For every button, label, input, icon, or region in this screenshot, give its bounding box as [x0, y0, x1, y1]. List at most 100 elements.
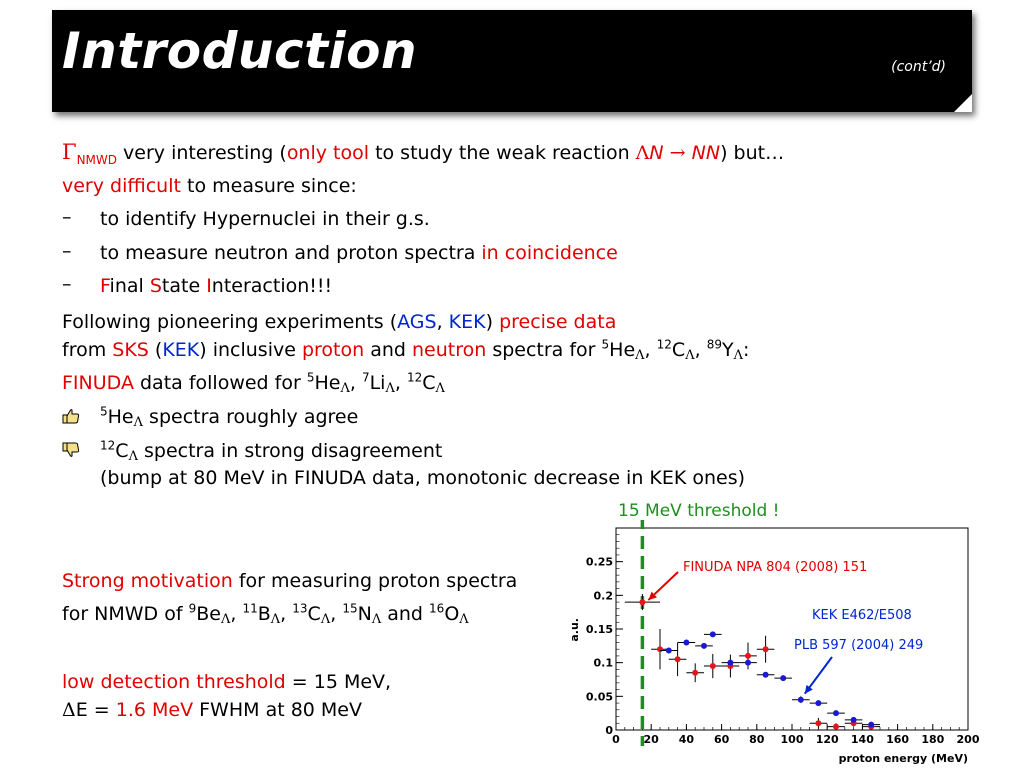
- text: from: [62, 339, 113, 361]
- arrow-symbol: →: [663, 142, 692, 164]
- finuda-data-point: [762, 646, 769, 653]
- thumbs-down-icon: [62, 442, 80, 457]
- page-subtitle: (cont’d): [891, 59, 946, 75]
- lambda-subscript: Λ: [733, 348, 743, 363]
- disagree-detail: (bump at 80 MeV in FINUDA data, monotoni…: [100, 467, 746, 489]
- text: ,: [394, 372, 407, 394]
- bullet-dash: –: [62, 240, 72, 262]
- threshold-note: 15 MeV threshold !: [618, 501, 780, 521]
- y-tick-label: 0: [605, 724, 613, 737]
- mass-number: 5: [601, 337, 610, 352]
- lambda-subscript: Λ: [220, 612, 231, 627]
- resolution-line: ΔE = 1.6 MeV FWHM at 80 MeV: [62, 698, 362, 722]
- nmwd-targets-line: for NMWD of 9BeΛ, 11BΛ, 13CΛ, 15NΛ and 1…: [62, 602, 469, 626]
- lambda-subscript: Λ: [133, 415, 144, 430]
- bullet-text: inal: [109, 275, 150, 297]
- finuda-data-point: [692, 669, 699, 676]
- x-tick-label: 40: [679, 733, 695, 746]
- element: Be: [196, 603, 221, 625]
- bullet-coincidence: to measure neutron and proton spectra in…: [100, 241, 618, 265]
- y-tick-label: 0.25: [586, 556, 613, 569]
- ags-label: AGS: [397, 311, 437, 333]
- element: Li: [369, 372, 386, 394]
- mass-number: 12: [100, 438, 116, 453]
- intro-text: to study the weak reaction: [369, 142, 636, 164]
- nmwd-subscript: NMWD: [76, 152, 118, 167]
- fsi-letter: I: [206, 275, 212, 297]
- kek-data-point: [868, 721, 875, 728]
- plot-layer: 0 20 40 60 80 100 120 140 160 180 200 0 0.05 0.1 0.15 0…: [568, 520, 980, 765]
- low-threshold-line: low detection threshold = 15 MeV,: [62, 670, 391, 694]
- gamma-symbol: Γ: [62, 140, 77, 164]
- kek-data-point: [701, 642, 707, 649]
- kek-label: KEK: [162, 339, 200, 361]
- element: C: [422, 372, 436, 394]
- element: C: [671, 339, 686, 361]
- agree-line: 5HeΛ spectra roughly agree: [100, 405, 358, 429]
- y-tick-label: 0.15: [586, 623, 613, 636]
- precise-data-highlight: precise data: [499, 311, 617, 333]
- x-tick-label: 20: [644, 733, 660, 746]
- mass-number: 89: [706, 337, 722, 352]
- intro-line-2: very difficult to measure since:: [62, 174, 357, 198]
- delta-symbol: Δ: [62, 699, 76, 721]
- bullet-text: tate: [161, 275, 207, 297]
- mass-number: 12: [656, 337, 672, 352]
- kek-experiment-label: KEK E462/E508: [812, 608, 912, 623]
- bullet-text: to measure neutron and proton spectra: [100, 242, 482, 264]
- text: = 15 MeV,: [285, 671, 392, 693]
- mass-number: 13: [292, 601, 308, 616]
- nucleon-pair-symbol: NN: [691, 142, 721, 164]
- lambda-subscript: Λ: [435, 381, 445, 396]
- fsi-letter: S: [149, 275, 162, 297]
- proton-highlight: proton: [301, 339, 365, 361]
- very-difficult-highlight: very difficult: [62, 175, 181, 197]
- text: for NMWD of: [62, 603, 189, 625]
- lambda-subscript: Λ: [635, 348, 645, 363]
- text: ) inclusive: [199, 339, 302, 361]
- x-tick-label: 180: [921, 733, 944, 746]
- finuda-data-point: [833, 723, 839, 730]
- bullet-fsi: Final State Interaction!!!: [100, 274, 332, 298]
- text: FWHM at 80 MeV: [193, 699, 362, 721]
- kek-data-point: [780, 675, 787, 682]
- lambda-subscript: Λ: [320, 612, 331, 627]
- following-line: Following pioneering experiments (AGS, K…: [62, 310, 616, 334]
- motivation-line: Strong motivation for measuring proton s…: [62, 569, 517, 593]
- plb-arrow-head: [804, 684, 813, 694]
- lambda-subscript: Λ: [385, 381, 395, 396]
- low-threshold-highlight: low detection threshold: [62, 671, 286, 693]
- y-tick-label: 0.1: [594, 657, 614, 670]
- kek-data-point: [833, 710, 839, 717]
- x-tick-label: 80: [749, 733, 765, 746]
- mass-number: 7: [361, 370, 370, 385]
- lambda-subscript: Λ: [270, 612, 281, 627]
- finuda-data-point: [674, 656, 681, 663]
- x-tick-label: 160: [886, 733, 909, 746]
- mass-number: 16: [429, 601, 445, 616]
- nucleon-symbol: N: [649, 142, 664, 164]
- x-tick-label: 60: [714, 733, 730, 746]
- kek-data-point: [762, 671, 769, 678]
- text: E =: [75, 699, 116, 721]
- only-tool-highlight: only tool: [286, 142, 370, 164]
- lambda-subscript: Λ: [459, 612, 469, 627]
- intro-line-1: ΓNMWD very interesting (only tool to stu…: [62, 140, 784, 167]
- text: for measuring proton spectra: [232, 570, 518, 592]
- x-tick-label: 120: [816, 733, 839, 746]
- element: C: [115, 440, 129, 462]
- element: O: [444, 603, 460, 625]
- element: B: [257, 603, 271, 625]
- x-tick-label: 200: [957, 733, 980, 746]
- plb-reference-label: PLB 597 (2004) 249: [794, 638, 923, 653]
- finuda-reference-label: FINUDA NPA 804 (2008) 151: [683, 560, 867, 575]
- sks-label: SKS: [112, 339, 149, 361]
- x-tick-label: 140: [851, 733, 874, 746]
- disagree-line: 12CΛ spectra in strong disagreement: [100, 439, 442, 463]
- element: N: [357, 603, 372, 625]
- lambda-subscript: Λ: [128, 449, 138, 464]
- strong-motivation-highlight: Strong motivation: [62, 570, 233, 592]
- kek-data-point: [727, 659, 734, 666]
- mass-number: 5: [306, 370, 315, 385]
- bullet-dash: –: [62, 206, 72, 228]
